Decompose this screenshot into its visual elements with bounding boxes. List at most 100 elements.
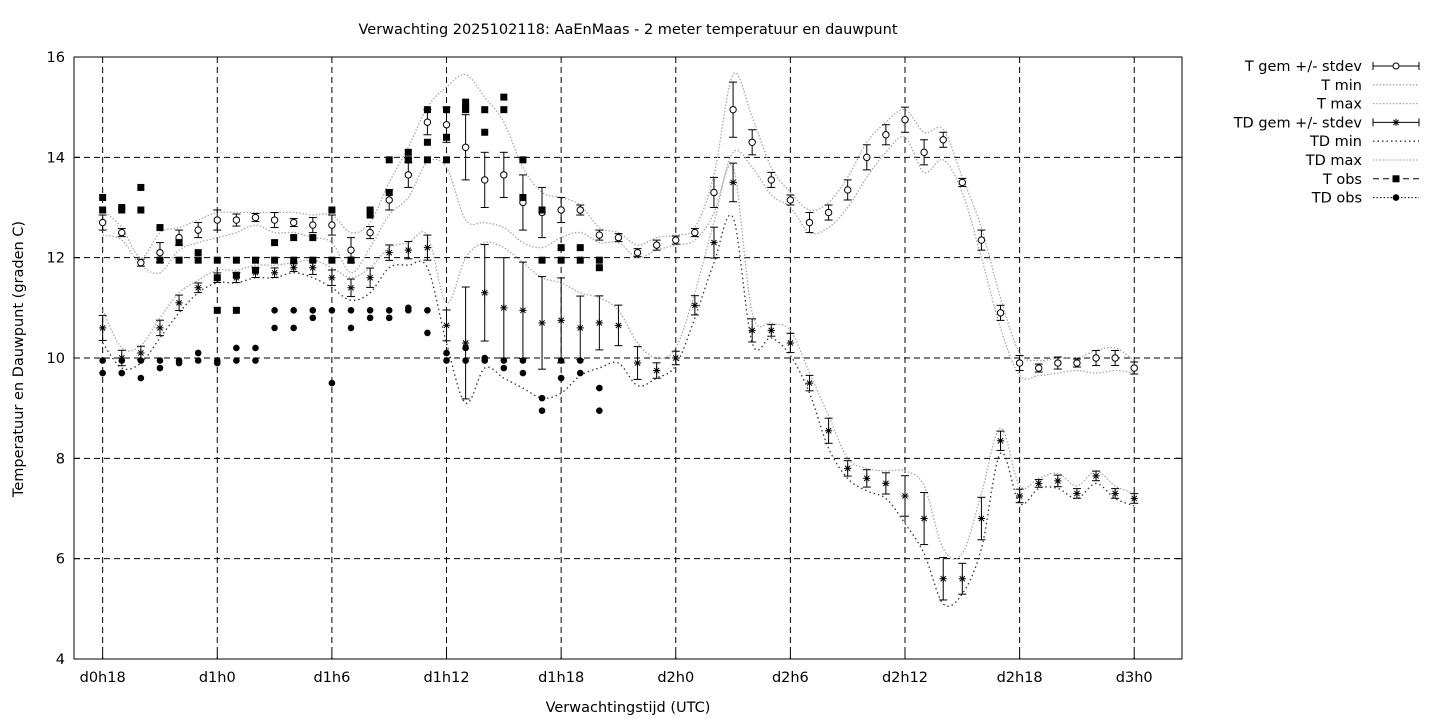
data-point [691,228,699,237]
data-point [137,183,145,191]
data-point [405,307,412,314]
data-point [538,206,546,214]
legend: T gem +/- stdev T min T max TD gem +/- stde… [1233,59,1420,207]
data-point [576,256,584,264]
data-point [557,256,565,264]
data-point [557,244,565,252]
data-point [175,239,183,247]
data-point [213,216,221,224]
data-point [290,256,298,264]
data-point [633,248,642,257]
data-point [843,186,852,194]
series-line [102,136,1135,380]
data-point [118,369,126,377]
y-tick-label: 4 [56,652,65,668]
data-point [137,258,145,267]
data-point [156,248,164,257]
data-point [118,206,126,214]
data-point [385,196,393,204]
x-tick-label: d2h0 [657,670,694,686]
data-point [939,136,947,144]
td-error-bars [98,162,1139,601]
x-tick-label: d1h12 [423,670,469,686]
data-point [309,234,317,242]
data-point [557,206,565,214]
data-point [863,153,871,162]
legend-label: TD max [1305,153,1363,169]
data-point [175,359,183,367]
data-point [290,324,297,332]
data-point [290,307,297,314]
data-point [233,357,240,364]
data-point [596,384,603,392]
data-point [500,106,508,114]
data-point [748,138,756,146]
data-point [290,234,298,242]
data-point [461,143,470,152]
data-point [289,218,298,227]
data-point [251,256,259,264]
data-point [271,239,279,247]
x-tick-label: d1h6 [313,670,350,686]
data-point [1054,359,1062,367]
y-tick-label: 16 [47,50,65,66]
data-point [366,211,374,219]
data-point [328,206,336,214]
series-marks [99,304,603,414]
x-tick-label: d1h18 [538,670,584,686]
data-point [271,324,278,332]
data-point [500,357,508,364]
legend-label: T gem +/- stdev [1244,59,1363,75]
data-point [271,307,278,314]
data-point [424,307,431,314]
data-point [596,407,603,414]
data-point [309,221,317,229]
data-point [366,228,374,237]
axis-ticks: d0h18 d1h0 d1h6 d1h12 d1h18 d2h0 d2h6 d2h12 d2h1… [47,50,1182,686]
data-point [443,349,450,357]
data-point [481,128,489,136]
data-point [443,156,451,164]
legend-label: T obs [1322,172,1362,188]
data-point [213,359,221,367]
legend-swatch-marker [1392,175,1400,183]
data-point [1130,364,1138,372]
data-point [1111,354,1119,362]
data-point [404,148,412,156]
legend-label: TD gem +/- stdev [1233,115,1363,131]
data-point [519,369,527,377]
data-point [156,224,164,232]
data-point [328,256,336,264]
data-point [481,357,489,364]
data-point [366,206,374,214]
x-tick-label: d1h0 [199,670,236,686]
data-point [194,357,202,364]
data-point [99,206,107,214]
legend-swatch-marker [1392,62,1400,70]
data-point [99,193,107,201]
data-point [901,116,909,124]
data-point [404,156,412,164]
data-point [423,156,431,164]
data-point [1073,359,1081,367]
x-tick-label: d2h6 [772,670,809,686]
data-point [882,131,890,139]
data-point [672,236,680,244]
legend-label: TD obs [1311,191,1362,207]
data-point [538,256,546,264]
data-point [424,329,431,337]
data-point [385,156,393,164]
data-point [233,344,240,352]
data-point [137,374,145,382]
data-point [328,221,336,229]
data-point [423,138,431,146]
data-point [98,218,107,227]
x-tick-label: d2h12 [882,670,928,686]
data-point [347,256,355,264]
data-point [442,121,451,129]
data-point [347,324,355,332]
y-tick-label: 10 [47,351,65,367]
y-axis-label: Temperatuur en Dauwpunt (graden C) [11,221,27,498]
data-point [576,244,584,252]
data-point [710,188,718,197]
